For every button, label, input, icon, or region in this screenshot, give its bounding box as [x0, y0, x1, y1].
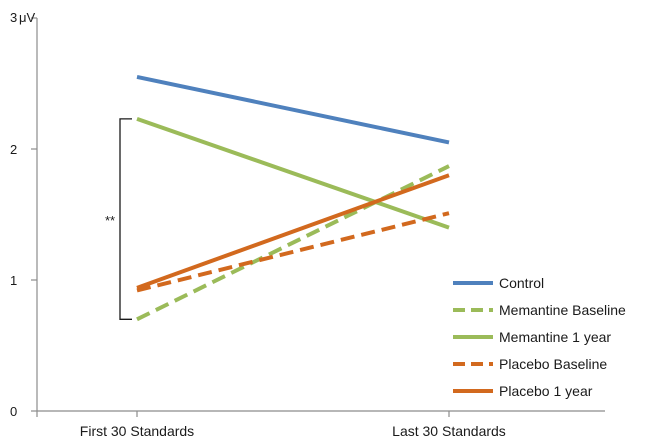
legend: Control Memantine Baseline Memantine 1 yea… — [453, 275, 626, 399]
y-tick-label: 3 — [10, 10, 17, 25]
series-line — [136, 74, 450, 145]
chart-axes — [36, 18, 605, 417]
legend-label: Memantine 1 year — [499, 329, 611, 345]
x-tick-label: First 30 Standards — [80, 423, 194, 439]
series-lines — [136, 74, 450, 322]
series-line — [136, 211, 450, 293]
legend-label: Memantine Baseline — [499, 302, 626, 318]
legend-label: Placebo Baseline — [499, 356, 607, 372]
x-tick-label: Last 30 Standards — [392, 423, 506, 439]
y-axis-unit: μV — [19, 10, 35, 25]
series-line — [136, 164, 450, 322]
y-tick-label: 0 — [10, 404, 17, 419]
significance-label: ** — [105, 213, 115, 228]
bracket-line — [119, 118, 132, 320]
legend-label: Placebo 1 year — [499, 383, 593, 399]
y-ticks: 0 1 2 3 — [10, 10, 37, 419]
series-line — [136, 173, 450, 290]
legend-label: Control — [499, 275, 544, 291]
series-line — [136, 116, 450, 230]
y-tick-label: 1 — [10, 273, 17, 288]
y-tick-label: 2 — [10, 142, 17, 157]
x-tick-labels: First 30 Standards Last 30 Standards — [80, 411, 506, 439]
significance-bracket: ** — [105, 118, 132, 320]
